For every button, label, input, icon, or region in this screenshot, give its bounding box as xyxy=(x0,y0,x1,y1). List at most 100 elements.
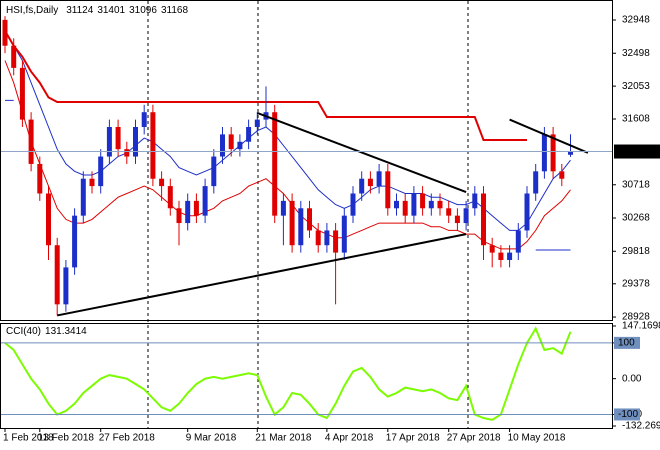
candle-body xyxy=(220,134,225,157)
plot xyxy=(2,16,589,421)
y-tick-label: 0.00 xyxy=(622,373,642,384)
candle-body xyxy=(333,230,339,253)
last-low: 31096 xyxy=(129,5,157,16)
candle-body xyxy=(411,193,417,216)
candle-body xyxy=(394,200,399,209)
candle-body xyxy=(185,200,191,224)
candle-body xyxy=(463,208,469,224)
candle-body xyxy=(167,186,173,209)
y-tick-label: 30268 xyxy=(622,213,650,224)
candle-body xyxy=(72,215,78,268)
candle-body xyxy=(80,178,86,216)
candle-body xyxy=(359,178,365,194)
x-tick-label: 9 Mar 2018 xyxy=(186,433,237,444)
level-label: -100 xyxy=(618,409,638,420)
last-close: 31168 xyxy=(161,5,189,16)
candle-body xyxy=(515,230,521,253)
candle-body xyxy=(324,230,330,246)
candle-body xyxy=(367,178,373,187)
indicator-last: 131.3414 xyxy=(45,326,87,337)
candle-body xyxy=(46,193,51,246)
candle-body xyxy=(472,193,478,209)
candle-body xyxy=(211,156,217,187)
candle-body xyxy=(437,200,443,209)
candle-body xyxy=(228,134,234,150)
candle-body xyxy=(11,45,17,68)
candle-body xyxy=(498,252,504,260)
candle-body xyxy=(37,163,43,194)
indicator-line xyxy=(5,99,571,251)
candle-body xyxy=(428,200,434,209)
level-label-box xyxy=(614,408,640,421)
price-panel xyxy=(0,0,613,321)
candle-body xyxy=(298,208,304,246)
y-tick-label: 29818 xyxy=(622,246,650,257)
candle-body xyxy=(193,200,199,216)
candle-body xyxy=(446,208,452,216)
candle-body xyxy=(315,230,321,246)
candle-body xyxy=(289,200,295,246)
indicator-line xyxy=(4,60,571,250)
candle-body xyxy=(159,178,165,187)
x-tick-label: 1 Feb 2018 xyxy=(3,433,54,444)
candle-body xyxy=(63,267,69,305)
candle-body xyxy=(124,149,130,157)
candle-body xyxy=(533,171,539,194)
candle-body xyxy=(254,119,260,127)
x-tick-label: 10 May 2018 xyxy=(508,433,566,444)
cci-line xyxy=(4,326,572,421)
candle-body xyxy=(420,193,426,209)
candle-body xyxy=(541,134,547,172)
candle-body xyxy=(246,126,252,142)
level-label: 100 xyxy=(618,338,635,349)
x-tick-label: 27 Apr 2018 xyxy=(447,433,501,444)
indicator-title: CCI(40) 131.3414 xyxy=(6,326,87,337)
y-tick-label: 31608 xyxy=(622,114,650,125)
y-tick-label: 32053 xyxy=(622,81,650,92)
chart-title: HSI,fs,Daily 31124 31401 31096 31168 xyxy=(6,5,188,16)
candle-body xyxy=(350,193,356,216)
candle-body xyxy=(280,200,286,216)
y-tick-label: 29378 xyxy=(622,278,650,289)
candle-body xyxy=(402,200,408,216)
y-tick-label: 30718 xyxy=(622,179,650,190)
x-tick-label: 13 Feb 2018 xyxy=(38,433,95,444)
y-tick-label: 28928 xyxy=(622,312,650,323)
y-tick-label: -132.269 xyxy=(622,421,660,432)
trendline xyxy=(57,233,467,317)
candle-body xyxy=(54,245,60,305)
candle-body xyxy=(568,151,573,155)
candle-body xyxy=(89,178,95,187)
candle-body xyxy=(28,119,34,164)
candle-body xyxy=(376,171,382,187)
candle-body xyxy=(150,112,156,179)
candle-body xyxy=(19,67,25,120)
last-open: 31124 xyxy=(66,5,94,16)
candle-body xyxy=(507,252,513,260)
indicator-name: CCI(40) xyxy=(6,326,41,337)
candle-body xyxy=(115,126,121,150)
candle-body xyxy=(98,156,104,187)
x-tick-label: 4 Apr 2018 xyxy=(325,433,374,444)
candle-body xyxy=(559,171,565,179)
candle-body xyxy=(524,193,530,231)
indicator-panel xyxy=(0,323,613,429)
candle-body xyxy=(550,134,556,172)
level-label-box xyxy=(614,336,640,349)
y-tick-label: 147.1698 xyxy=(622,321,660,332)
candle-body xyxy=(2,19,8,46)
last-high: 31401 xyxy=(97,5,125,16)
candle-body xyxy=(307,208,312,231)
candle-body xyxy=(106,126,112,157)
candle-body xyxy=(141,112,147,127)
candle-body xyxy=(481,193,486,246)
x-tick-label: 27 Feb 2018 xyxy=(99,433,156,444)
candle-body xyxy=(202,186,208,216)
candle-body xyxy=(454,215,460,224)
candle-body xyxy=(176,208,182,224)
trendline xyxy=(256,112,467,193)
candle-body xyxy=(237,141,243,150)
x-tick-label: 17 Apr 2018 xyxy=(386,433,440,444)
